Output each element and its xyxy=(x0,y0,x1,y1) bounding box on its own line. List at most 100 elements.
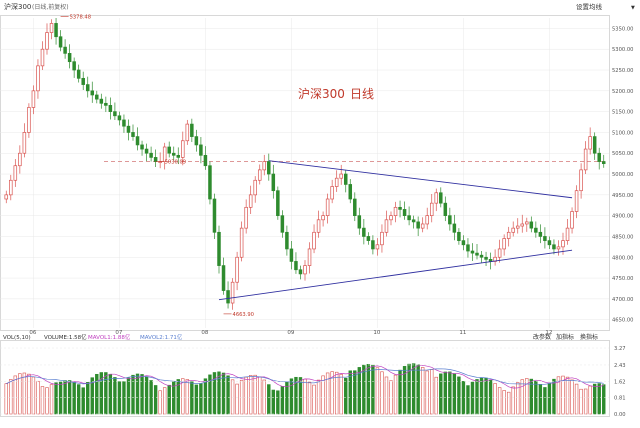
volume-bar xyxy=(579,388,583,415)
settings-button[interactable]: 设置均线 xyxy=(576,2,603,11)
time-tick-label: 06 xyxy=(29,330,36,336)
time-tick-label: 09 xyxy=(287,330,294,336)
volume-bar xyxy=(380,371,384,415)
volume-tick-label: 3.27 xyxy=(614,346,626,352)
candle-body xyxy=(316,219,321,233)
volume-bar xyxy=(425,370,429,415)
candle-body xyxy=(294,261,298,271)
candle-body xyxy=(312,231,316,250)
volume-bar xyxy=(181,378,185,415)
candle-body xyxy=(171,152,176,156)
volume-bar xyxy=(248,375,253,415)
candle-body xyxy=(221,265,226,291)
candle-body xyxy=(552,244,556,250)
volume-tick-label: 0.00 xyxy=(614,412,626,418)
volume-bar xyxy=(398,369,402,415)
candle-body xyxy=(384,219,389,233)
candle-body xyxy=(461,240,466,246)
volume-bar xyxy=(140,374,144,415)
candle-body xyxy=(108,105,113,112)
candle-body xyxy=(357,215,362,229)
candle-body xyxy=(135,136,140,146)
candle-body xyxy=(27,107,31,133)
volume-bar xyxy=(31,376,36,415)
time-tick-label: 10 xyxy=(373,330,380,336)
candle-body xyxy=(185,123,190,142)
price-tick-label: 4700.00 xyxy=(612,297,633,303)
volume-bar xyxy=(384,376,389,415)
candle-body xyxy=(484,256,488,260)
candle-body xyxy=(411,219,416,223)
price-tick-label: 4650.00 xyxy=(612,318,633,324)
candle-body xyxy=(375,244,380,250)
candle-body xyxy=(429,202,434,217)
candle-body xyxy=(271,173,276,192)
volume-bar xyxy=(131,374,135,415)
volume-bar xyxy=(18,373,22,415)
candle-body xyxy=(565,227,570,241)
volume-bar xyxy=(506,391,511,415)
volume-bar xyxy=(362,364,366,415)
volume-bar xyxy=(267,384,271,415)
candle-body xyxy=(561,240,565,248)
candle-body xyxy=(538,231,543,237)
volume-bar xyxy=(49,384,54,415)
volume-bar xyxy=(45,387,49,415)
volume-bar xyxy=(452,373,457,415)
volume-bar xyxy=(420,367,425,415)
candle-body xyxy=(230,281,235,304)
candle-body xyxy=(262,161,267,171)
chart-title: 沪深300 xyxy=(298,87,345,101)
candle-body xyxy=(194,136,199,146)
candle-body xyxy=(601,161,606,164)
volume-bar xyxy=(375,367,380,415)
annotation-label: 5378.48 xyxy=(70,15,91,21)
candle-body xyxy=(45,32,49,50)
candle-body xyxy=(90,90,95,96)
volume-bar xyxy=(529,378,534,415)
candle-body xyxy=(307,248,312,266)
volume-bar xyxy=(493,383,497,415)
price-tick-label: 5200.00 xyxy=(612,89,633,95)
volume-bar xyxy=(570,379,574,415)
volume-bar xyxy=(167,384,171,415)
volume-bar xyxy=(4,383,8,415)
candle-body xyxy=(22,132,27,154)
volume-bar xyxy=(126,377,131,415)
candle-body xyxy=(276,190,280,217)
volume-bar xyxy=(76,384,81,415)
volume-bar xyxy=(40,386,45,415)
volume-bar xyxy=(298,377,303,415)
candle-body xyxy=(592,136,597,154)
candle-body xyxy=(398,206,402,210)
volume-bar xyxy=(230,379,235,415)
chevron-down-icon[interactable]: ▼ xyxy=(631,5,635,11)
candle-body xyxy=(239,227,244,258)
volume-bar xyxy=(339,374,343,415)
candle-body xyxy=(529,221,534,229)
candle-body xyxy=(574,190,579,212)
volume-bar xyxy=(565,376,570,415)
volume-bar xyxy=(280,386,285,415)
candle-body xyxy=(497,248,502,258)
volume-bar xyxy=(67,380,72,415)
change-params-button[interactable]: 改参数 xyxy=(533,333,551,341)
volume-bar xyxy=(22,372,27,415)
price-tick-label: 5150.00 xyxy=(612,110,633,116)
volume-bar xyxy=(443,371,448,415)
candle-body xyxy=(226,290,230,304)
volume-bar xyxy=(135,373,140,415)
switch-indicator-button[interactable]: 换指标 xyxy=(580,333,598,341)
volume-bar xyxy=(63,380,67,415)
volume-bar xyxy=(104,372,108,415)
candle-body xyxy=(334,177,339,187)
volume-bar xyxy=(176,379,180,415)
volume-bar xyxy=(561,375,565,415)
candle-body xyxy=(4,194,9,200)
volume-bar xyxy=(172,381,176,415)
candle-body xyxy=(81,77,85,85)
add-indicator-button[interactable]: 加指标 xyxy=(556,333,574,341)
candle-body xyxy=(76,69,81,79)
volume-bar xyxy=(199,383,203,415)
